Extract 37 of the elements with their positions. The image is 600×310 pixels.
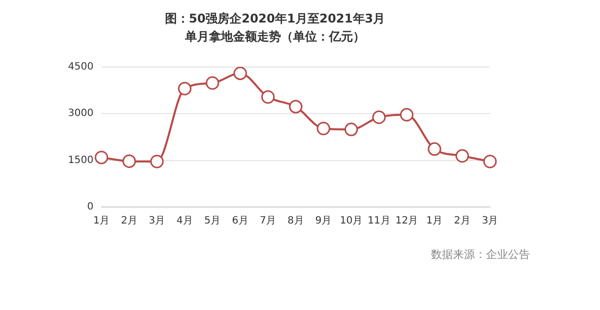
- point: [455, 149, 469, 163]
- point: [178, 82, 192, 96]
- x-tick-label: 4月: [176, 216, 193, 227]
- x-tick-label: 7月: [260, 216, 276, 227]
- point: [316, 122, 330, 136]
- x-tick-label: 2月: [121, 216, 138, 227]
- point: [344, 122, 358, 136]
- point: [233, 66, 247, 80]
- x-tick-label: 3月: [148, 216, 166, 227]
- point: [122, 154, 136, 168]
- x-tick-label: 11月: [368, 216, 390, 227]
- y-tick-label: 1500: [68, 154, 94, 166]
- x-tick-label: 6月: [232, 216, 248, 227]
- x-tick-label: 9月: [315, 216, 332, 227]
- y-tick-label: 3000: [68, 108, 94, 120]
- x-tick-label: 1月: [93, 216, 110, 227]
- source-note: 数据来源：企业公告: [431, 248, 530, 261]
- x-tick-label: 1月: [426, 216, 443, 227]
- point: [400, 108, 414, 122]
- x-tick-label: 8月: [288, 216, 304, 227]
- x-tick-label: 2月: [454, 216, 470, 227]
- point: [261, 90, 275, 104]
- chart-subtitle: 单月拿地金额走势（单位：亿元）: [184, 30, 365, 44]
- point: [288, 100, 302, 114]
- chart-title: 图：50强房企2020年1月至2021年3月: [164, 11, 386, 26]
- x-tick-label: 12月: [395, 216, 418, 227]
- x-tick-label: 5月: [204, 216, 221, 227]
- y-tick-label: 0: [87, 202, 94, 213]
- point: [206, 76, 220, 90]
- x-tick-label: 3月: [482, 216, 498, 227]
- y-tick-label: 4500: [68, 61, 94, 72]
- point: [428, 142, 442, 156]
- point: [372, 110, 386, 124]
- point: [483, 154, 497, 168]
- point: [94, 150, 108, 164]
- x-tick-label: 10月: [340, 216, 363, 227]
- point: [150, 154, 164, 168]
